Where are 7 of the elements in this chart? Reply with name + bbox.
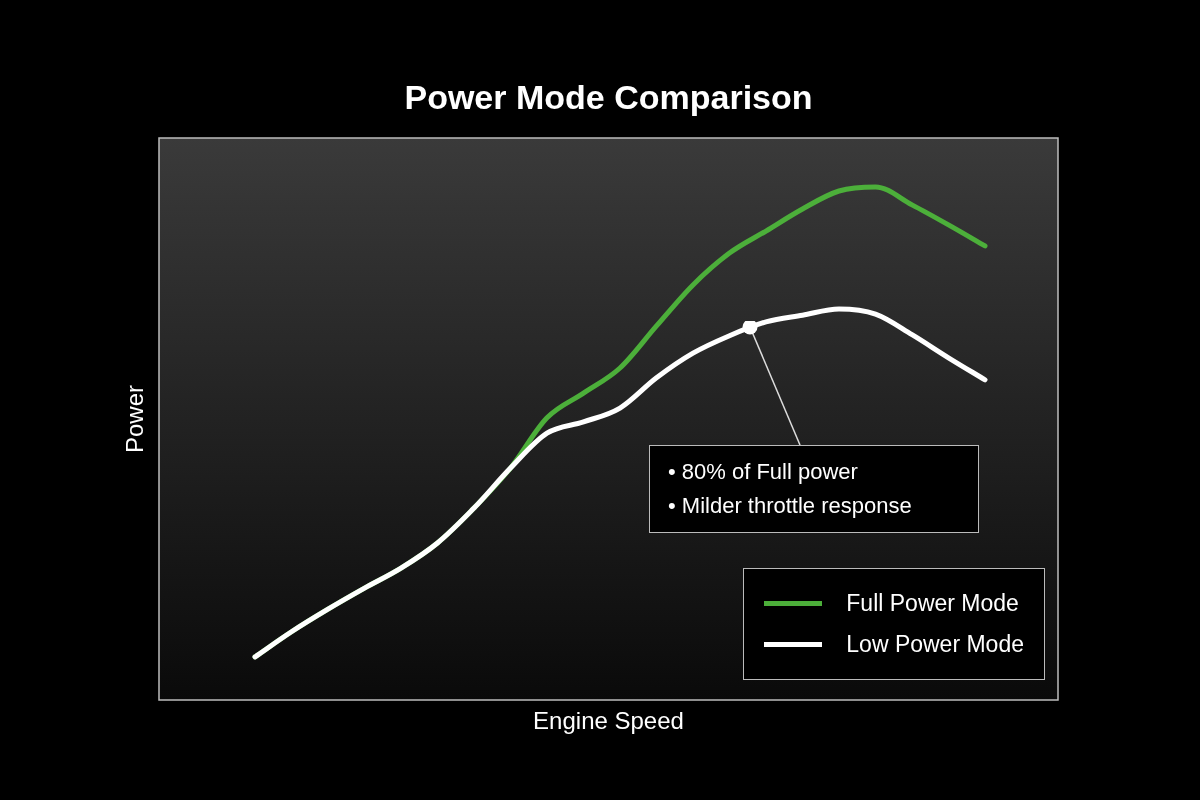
annotation: • 80% of Full power • Milder throttle response	[668, 458, 913, 520]
y-axis-title: Power	[120, 384, 148, 454]
legend-label: Full Power Mode	[846, 590, 1019, 617]
x-axis-title: Engine Speed	[533, 706, 684, 734]
callout-box: • 80% of Full power • Milder throttle response	[649, 445, 979, 533]
legend-label: Low Power Mode	[846, 631, 1024, 658]
chart-title: Power Mode Comparison	[404, 78, 813, 117]
